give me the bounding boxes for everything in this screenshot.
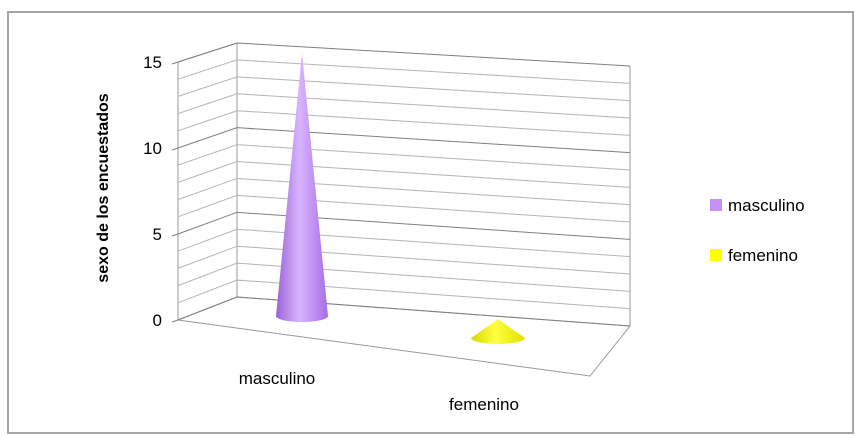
y-tick-mark (171, 233, 179, 237)
category-label-masculino: masculino (239, 369, 316, 388)
x-category-labels: masculino femenino (239, 369, 519, 414)
gridline (177, 194, 631, 223)
gridline (177, 296, 631, 327)
gridline (177, 59, 631, 84)
y-tick-mark (171, 61, 179, 65)
gridline (177, 177, 631, 206)
gridline (177, 127, 631, 154)
gridline (177, 211, 631, 240)
y-tick-label: 15 (143, 53, 162, 72)
chart-frame (7, 11, 854, 434)
gridlines (177, 42, 631, 327)
y-tick-mark (171, 147, 179, 151)
gridline (177, 144, 631, 171)
legend-swatch-femenino (710, 249, 722, 261)
gridline (177, 262, 631, 292)
cone-femenino (471, 319, 525, 344)
legend: masculino femenino (710, 196, 805, 265)
chart-walls (176, 42, 631, 377)
gridline (177, 93, 631, 119)
y-tick-label: 5 (153, 225, 162, 244)
gridline (177, 161, 631, 188)
cone-masculino (276, 53, 328, 322)
y-tick-label: 0 (153, 311, 162, 330)
y-tick-label: 10 (143, 139, 162, 158)
gridline (177, 42, 631, 67)
gridline (177, 245, 631, 275)
gridline (177, 76, 631, 102)
y-axis-label: sexo de los encuestados (95, 93, 112, 283)
category-label-femenino: femenino (449, 395, 519, 414)
legend-swatch-masculino (710, 199, 722, 211)
gridline (177, 279, 631, 310)
legend-entry-masculino: masculino (728, 196, 805, 215)
y-tick-labels: 0 5 10 15 (143, 53, 179, 330)
y-tick-mark (171, 319, 179, 323)
gridline (177, 110, 631, 136)
gridline (177, 228, 631, 258)
cone-marks (276, 53, 525, 344)
legend-entry-femenino: femenino (728, 246, 798, 265)
